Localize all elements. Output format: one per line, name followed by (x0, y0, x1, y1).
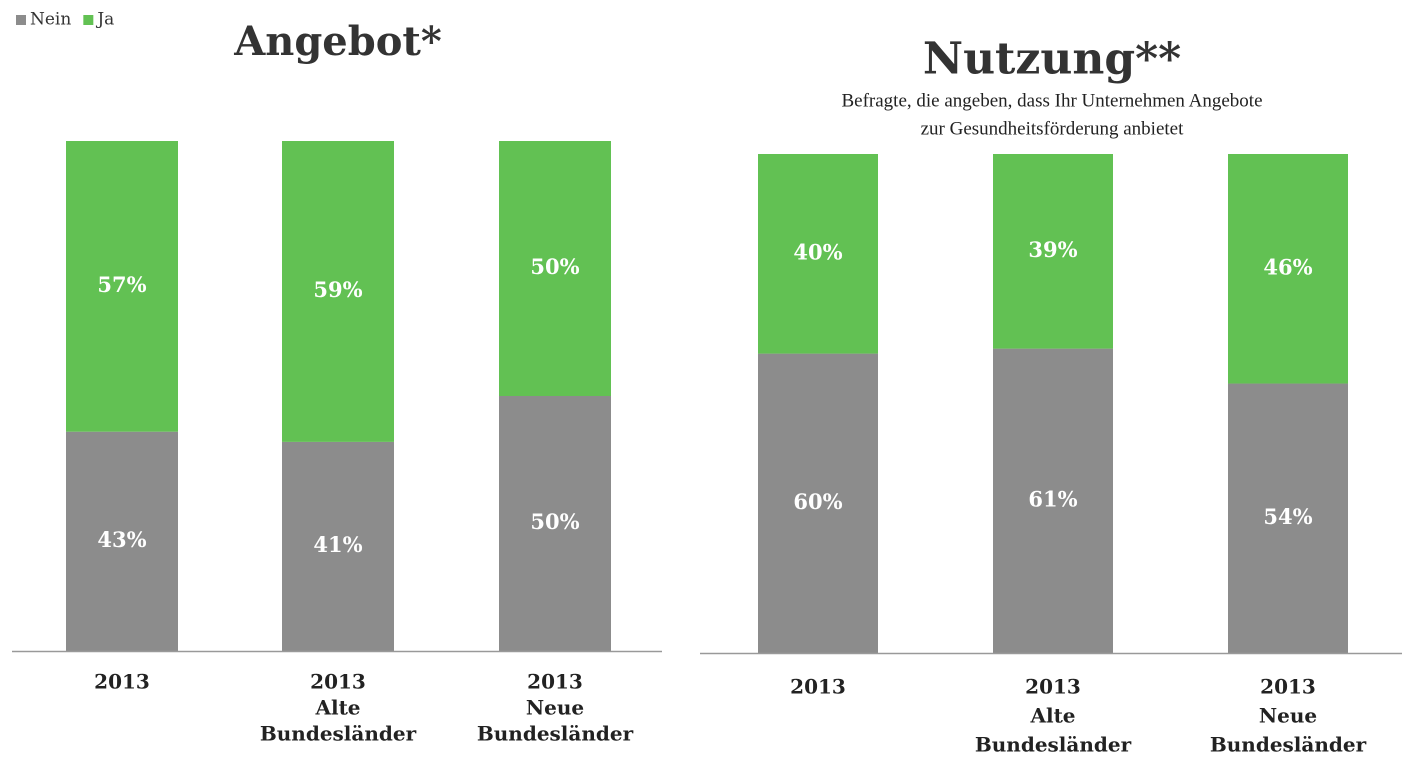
bar-segment (499, 396, 611, 651)
bar-segment (1228, 383, 1348, 653)
x-tick-label: Bundesländer (975, 733, 1132, 757)
value-label: 40% (793, 239, 842, 264)
x-tick-label: 2013 (790, 675, 846, 699)
legend-swatch (83, 15, 94, 25)
x-tick-label: 2013 (94, 670, 150, 694)
bar-segment (499, 141, 611, 396)
value-label: 57% (97, 272, 146, 297)
bar-segment (758, 353, 878, 653)
legend-label: Ja (95, 10, 114, 30)
value-label: 46% (1263, 254, 1312, 279)
bar-segment (282, 141, 394, 442)
bar-segment (66, 141, 178, 432)
legend-swatch (16, 15, 26, 25)
value-label: 43% (97, 527, 146, 552)
bar-segment (1228, 154, 1348, 384)
chart-title: Angebot* (233, 18, 442, 65)
x-tick-label: Alte (314, 696, 360, 720)
bar-segment (758, 154, 878, 354)
chart-title: Nutzung** (923, 34, 1181, 85)
x-tick-label: 2013 (310, 670, 366, 694)
x-tick-label: Bundesländer (477, 722, 634, 746)
x-tick-label: 2013 (1260, 675, 1316, 699)
x-tick-label: 2013 (1025, 675, 1081, 699)
x-tick-label: Bundesländer (1210, 733, 1367, 757)
subtitle: zur Gesundheitsförderung anbietet (921, 118, 1184, 139)
subtitle: Befragte, die angeben, dass Ihr Unterneh… (841, 90, 1262, 111)
x-tick-label: 2013 (527, 670, 583, 694)
x-tick-label: Neue (526, 696, 584, 720)
bar-segment (282, 441, 394, 651)
value-label: 39% (1028, 237, 1077, 262)
x-tick-label: Neue (1259, 704, 1317, 728)
x-tick-label: Alte (1029, 704, 1075, 728)
value-label: 60% (793, 489, 842, 514)
value-label: 59% (313, 277, 362, 302)
value-label: 50% (530, 509, 579, 534)
value-label: 50% (530, 254, 579, 279)
value-label: 61% (1028, 486, 1077, 511)
bar-segment (993, 154, 1113, 349)
legend-label: Nein (30, 10, 71, 30)
x-tick-label: Bundesländer (260, 722, 417, 746)
value-label: 41% (313, 532, 362, 557)
value-label: 54% (1263, 504, 1312, 529)
bar-segment (66, 431, 178, 651)
bar-segment (993, 348, 1113, 653)
